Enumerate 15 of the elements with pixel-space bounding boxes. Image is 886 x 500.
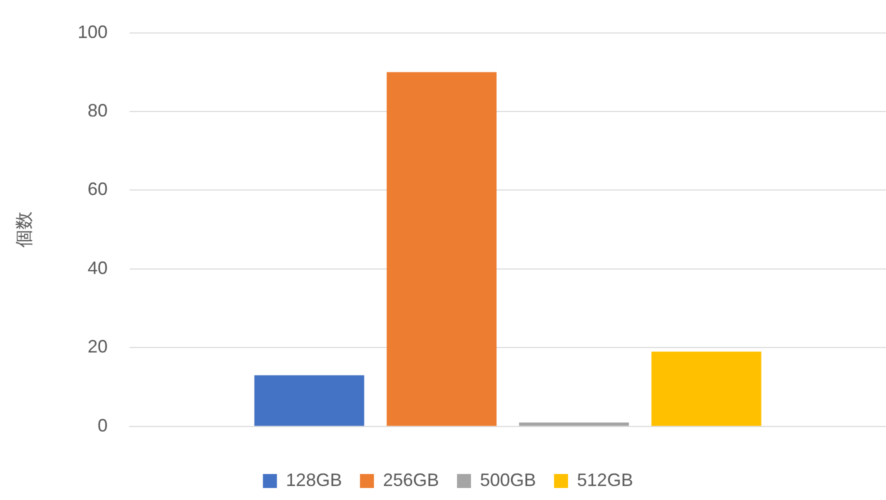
y-axis-title: 個数 — [14, 212, 34, 248]
y-tick-label: 20 — [88, 336, 108, 357]
bar — [254, 375, 364, 426]
legend-label: 512GB — [577, 470, 634, 490]
y-tick-label: 80 — [88, 100, 108, 120]
legend-label: 128GB — [286, 470, 342, 490]
bar — [519, 422, 629, 426]
legend-label: 256GB — [382, 470, 440, 490]
y-tick-label: 0 — [98, 415, 108, 436]
bar — [386, 72, 497, 426]
y-tick-label: 100 — [78, 22, 108, 42]
bar — [651, 352, 762, 426]
y-tick-label: 60 — [88, 179, 108, 200]
y-tick-label: 40 — [88, 258, 108, 278]
legend-label: 500GB — [480, 470, 536, 490]
